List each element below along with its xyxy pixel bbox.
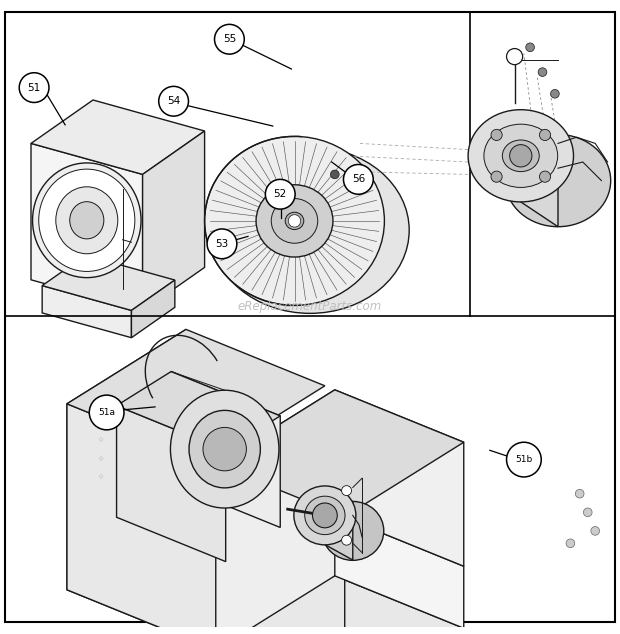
Ellipse shape [56,187,118,254]
Polygon shape [171,429,335,498]
Ellipse shape [211,147,409,313]
Circle shape [507,443,541,477]
Circle shape [510,145,532,167]
Text: 52: 52 [273,189,287,199]
Circle shape [526,43,534,51]
Polygon shape [186,429,335,514]
Text: ◇: ◇ [99,437,104,443]
Circle shape [159,86,188,116]
Ellipse shape [33,163,141,278]
Polygon shape [143,131,205,311]
Polygon shape [31,143,143,311]
Circle shape [566,539,575,548]
Circle shape [19,73,49,103]
Circle shape [491,129,502,141]
Circle shape [591,527,600,535]
Polygon shape [325,486,353,560]
Text: 51b: 51b [515,455,533,464]
Polygon shape [117,372,280,450]
Ellipse shape [484,124,557,188]
Text: ◇: ◇ [99,475,104,480]
Text: 54: 54 [167,96,180,107]
Ellipse shape [170,390,279,508]
Circle shape [575,489,584,498]
Ellipse shape [285,212,304,230]
Polygon shape [42,286,131,338]
Text: eReplacementParts.com: eReplacementParts.com [238,300,382,313]
Circle shape [203,427,246,471]
Ellipse shape [305,496,345,534]
Polygon shape [216,390,464,517]
Text: 56: 56 [352,174,365,184]
Ellipse shape [322,501,384,560]
Ellipse shape [272,198,317,243]
Circle shape [551,89,559,98]
Text: 55: 55 [223,34,236,44]
Circle shape [342,535,352,545]
Polygon shape [521,110,558,227]
Polygon shape [171,372,280,527]
Circle shape [288,215,301,227]
Text: 51a: 51a [98,408,115,417]
Circle shape [539,171,551,182]
Text: 51: 51 [27,82,41,93]
Text: 53: 53 [215,239,229,249]
Circle shape [583,508,592,517]
Circle shape [343,164,373,194]
Circle shape [491,171,502,182]
Circle shape [89,395,124,430]
Ellipse shape [69,202,104,239]
Circle shape [215,24,244,54]
Circle shape [330,170,339,179]
Circle shape [342,486,352,496]
Ellipse shape [294,486,356,545]
Circle shape [312,503,337,527]
Polygon shape [67,330,186,590]
Ellipse shape [205,136,384,306]
Ellipse shape [505,134,611,227]
Polygon shape [42,256,175,311]
Circle shape [507,49,523,65]
Polygon shape [117,406,226,562]
Ellipse shape [256,184,333,257]
Polygon shape [335,390,464,566]
Polygon shape [131,280,175,338]
Ellipse shape [39,169,135,271]
Circle shape [539,129,551,141]
Polygon shape [186,453,464,628]
Ellipse shape [502,140,539,172]
Circle shape [207,229,237,259]
Text: ◇: ◇ [99,456,104,461]
Ellipse shape [468,110,574,202]
Polygon shape [67,404,345,634]
Circle shape [538,68,547,77]
Ellipse shape [189,410,260,488]
Polygon shape [67,515,464,634]
Polygon shape [216,390,335,634]
Polygon shape [31,100,205,174]
Circle shape [265,179,295,209]
Polygon shape [67,330,325,460]
